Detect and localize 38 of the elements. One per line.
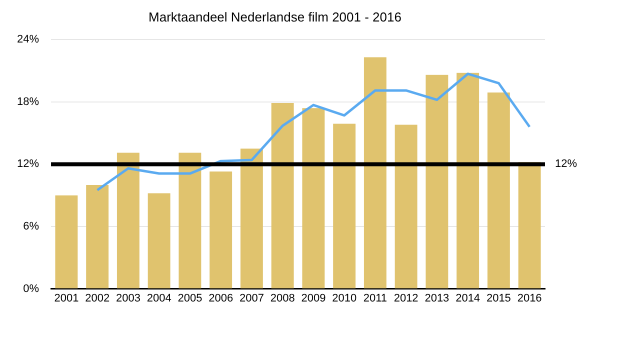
bar [86, 184, 109, 288]
y-tick-label: 0% [23, 282, 40, 295]
bar [333, 124, 356, 288]
x-tick-label: 2009 [301, 292, 326, 304]
x-tick-label: 2010 [332, 292, 357, 304]
bar [426, 74, 448, 288]
x-tick-label: 2011 [363, 292, 388, 304]
x-tick-label: 2012 [394, 292, 418, 304]
bar [394, 124, 418, 288]
bar [487, 92, 510, 288]
x-tick-label: 2003 [116, 292, 140, 304]
y-tick-label: 24% [16, 34, 40, 46]
x-tick-label: 2002 [85, 292, 110, 304]
bar [148, 193, 170, 288]
x-tick-label: 2008 [270, 292, 295, 304]
y-tick-label: 12% [16, 158, 40, 170]
x-tick-label: 2016 [517, 292, 542, 304]
x-tick-label: 2014 [456, 292, 480, 304]
x-tick-label: 2005 [178, 292, 202, 304]
x-tick-label: 2004 [146, 292, 172, 304]
ref-line-label: 12% [555, 158, 578, 170]
x-tick-label: 2013 [424, 292, 450, 304]
y-tick-label: 18% [16, 96, 40, 108]
x-tick-label: 2001 [54, 292, 79, 304]
x-tick-label: 2007 [239, 292, 264, 304]
bar [364, 57, 386, 288]
bar [240, 148, 263, 288]
bar [210, 171, 232, 288]
chart-title: Marktaandeel Nederlandse film 2001 - 2016 [148, 9, 402, 24]
bar [116, 152, 140, 288]
y-tick-label: 6% [23, 220, 40, 233]
bar [55, 195, 78, 288]
bar [456, 72, 480, 288]
x-tick-label: 2015 [486, 292, 511, 304]
bar [271, 102, 294, 288]
bar [178, 152, 202, 288]
bar [302, 108, 325, 288]
x-tick-label: 2006 [208, 292, 234, 304]
